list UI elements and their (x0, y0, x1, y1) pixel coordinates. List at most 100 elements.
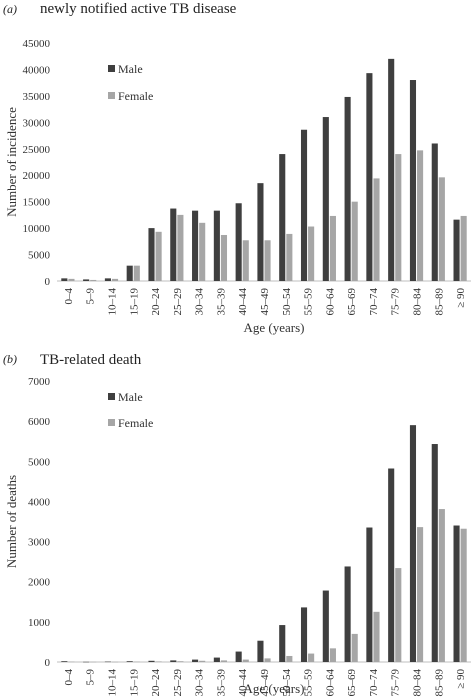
x-tick-label: 15–19 (128, 669, 140, 697)
x-tick-label: 15–19 (128, 288, 140, 316)
bar-female (286, 233, 293, 281)
x-tick-label: 30–34 (194, 288, 206, 316)
bar-female (329, 648, 336, 662)
y-tick-label: 1000 (28, 617, 51, 629)
bar-female (308, 226, 315, 281)
x-tick-label: 45–49 (259, 288, 271, 316)
y-tick-label: 35000 (23, 91, 51, 103)
bar-male (366, 527, 373, 662)
x-tick-label: 50–54 (281, 669, 293, 697)
bar-male (300, 607, 308, 662)
y-tick-label: 10000 (23, 223, 51, 235)
bar-male (322, 590, 329, 662)
bar-male (409, 80, 417, 282)
y-tick-label: 4000 (28, 496, 51, 508)
x-tick-label: 75–79 (390, 288, 402, 316)
x-tick-label: 70–74 (368, 288, 380, 316)
bar-female (395, 568, 402, 662)
x-tick-label: 50–54 (281, 288, 293, 316)
bar-female (417, 527, 424, 662)
y-tick-label: 2000 (28, 577, 51, 589)
x-tick-label: 20–24 (150, 669, 162, 697)
x-tick-label: 30–34 (194, 669, 206, 697)
x-tick-label: 85–89 (433, 288, 445, 316)
x-tick-label: ≥ 90 (455, 288, 467, 308)
bar-female (308, 653, 315, 662)
bar-male (170, 660, 177, 662)
bar-male (83, 279, 90, 281)
bar-female (373, 178, 380, 281)
legend-swatch-male (108, 65, 115, 72)
bar-female (155, 231, 162, 281)
x-tick-label: 55–59 (303, 669, 315, 697)
x-tick-label: 75–79 (390, 669, 402, 697)
bar-male (257, 640, 264, 662)
chart-title: TB-related death (40, 352, 142, 368)
y-tick-label: 0 (45, 657, 51, 669)
bar-male (322, 117, 329, 282)
bar-male (148, 228, 155, 281)
incidence-bar-chart: 0 5000 10000 15000 20000 25000 30000 35000 40000… (4, 38, 471, 335)
bar-male (83, 661, 90, 663)
x-tick-label: 65–69 (346, 669, 358, 697)
x-tick-label: 70–74 (368, 669, 380, 697)
bar-male (344, 96, 351, 282)
y-tick-label: 20000 (23, 170, 51, 182)
x-tick-label: 20–24 (150, 288, 162, 316)
x-tick-label: ≥ 90 (455, 669, 467, 689)
x-tick-label: 10–14 (106, 288, 118, 316)
bar-male (192, 210, 199, 281)
bar-male (192, 659, 199, 662)
y-tick-label: 45000 (23, 38, 51, 50)
y-tick-label: 5000 (28, 250, 51, 262)
bar-male (431, 444, 438, 662)
x-tick-label: 45–49 (259, 669, 271, 697)
bar-female (111, 661, 119, 663)
bar-female (373, 611, 380, 662)
bar-male (300, 129, 308, 281)
bar-female (460, 528, 467, 662)
deaths-bar-chart: 0 1000 2000 3000 4000 5000 6000 7000 0–4 5–9 10–14… (4, 376, 471, 697)
bar-female (351, 201, 358, 281)
bar-female (133, 265, 140, 281)
bar-male (126, 265, 133, 281)
x-tick-label: 5–9 (85, 288, 97, 305)
y-tick-label: 0 (45, 276, 51, 288)
bar-male (104, 661, 111, 663)
panel-letter: (a) (3, 2, 17, 16)
legend-label-male: Male (118, 390, 143, 404)
x-axis-title: Age (years) (244, 320, 305, 335)
x-tick-label: 60–64 (324, 288, 336, 316)
x-tick-label: 80–84 (412, 288, 424, 316)
x-tick-label: 0–4 (63, 669, 75, 686)
bar-female (264, 658, 271, 662)
bar-female (460, 215, 467, 281)
bar-female (286, 655, 293, 662)
bar-female (90, 661, 97, 663)
y-tick-label: 3000 (28, 537, 51, 549)
x-tick-label: 55–59 (303, 288, 315, 316)
x-tick-label: 25–29 (172, 288, 184, 316)
bar-male (344, 566, 351, 662)
panel-incidence: (a) newly notified active TB disease 0 50… (3, 1, 471, 335)
bar-male (235, 203, 242, 281)
x-tick-label: 0–4 (63, 288, 75, 305)
bar-male (126, 661, 133, 662)
bar-male (170, 208, 177, 281)
bar-male (257, 183, 264, 281)
bar-female (133, 661, 140, 663)
bar-female (177, 214, 184, 281)
legend-swatch-male (108, 393, 115, 400)
y-tick-label: 25000 (23, 144, 51, 156)
chart-title: newly notified active TB disease (40, 1, 237, 17)
x-axis-title: Age (years) (244, 681, 305, 696)
bar-male (61, 278, 68, 281)
x-tick-label: 80–84 (412, 669, 424, 697)
bar-female (220, 234, 228, 281)
bar-male (279, 154, 286, 281)
bar-male (61, 661, 68, 662)
x-tick-label: 40–44 (237, 669, 249, 697)
bar-female (264, 240, 271, 281)
bar-female (395, 154, 402, 281)
bar-female (438, 509, 445, 662)
